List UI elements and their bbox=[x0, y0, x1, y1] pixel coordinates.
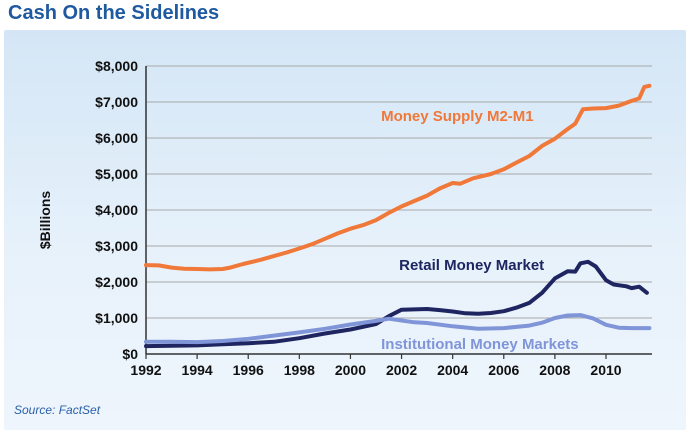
x-tick-label: 1992 bbox=[130, 362, 161, 378]
series-label-money-supply-m2-m1: Money Supply M2-M1 bbox=[381, 108, 534, 125]
y-tick-label: $1,000 bbox=[95, 310, 138, 326]
y-tick-label: $0 bbox=[122, 346, 138, 362]
y-tick-label: $7,000 bbox=[95, 94, 138, 110]
y-tick-label: $4,000 bbox=[95, 202, 138, 218]
x-tick-label: 1996 bbox=[233, 362, 264, 378]
x-tick-label: 2006 bbox=[488, 362, 519, 378]
x-tick-label: 2002 bbox=[386, 362, 417, 378]
source-note: Source: FactSet bbox=[14, 403, 101, 417]
y-tick-label: $2,000 bbox=[95, 274, 138, 290]
page-title: Cash On the Sidelines bbox=[8, 2, 220, 24]
x-tick-label: 1998 bbox=[284, 362, 315, 378]
y-tick-label: $6,000 bbox=[95, 130, 138, 146]
x-tick-label: 2010 bbox=[590, 362, 621, 378]
x-tick-label: 1994 bbox=[182, 362, 213, 378]
series-lines bbox=[144, 83, 652, 349]
series-line-retail-money-market bbox=[144, 259, 649, 349]
y-tick-label: $8,000 bbox=[95, 58, 138, 74]
series-line-money-supply-m2-m1 bbox=[144, 83, 652, 272]
y-tick-label: $3,000 bbox=[95, 238, 138, 254]
series-labels: Money Supply M2-M1 Retail Money Market Ins… bbox=[381, 108, 579, 353]
x-tick-label: 2004 bbox=[437, 362, 468, 378]
x-tick-label: 2000 bbox=[335, 362, 366, 378]
y-tick-label: $5,000 bbox=[95, 166, 138, 182]
gridlines bbox=[146, 65, 652, 355]
x-tick-label: 2008 bbox=[539, 362, 570, 378]
series-label-retail-money-market: Retail Money Market bbox=[399, 257, 544, 274]
series-line-institutional-money-markets bbox=[144, 313, 652, 345]
axes: $0 $1,000 $2,000 $3,000 $4,000 $5,000 $6,000 $7… bbox=[95, 58, 622, 378]
y-axis-label: $Billions bbox=[37, 191, 53, 250]
series-label-institutional-money-markets: Institutional Money Markets bbox=[381, 336, 579, 353]
